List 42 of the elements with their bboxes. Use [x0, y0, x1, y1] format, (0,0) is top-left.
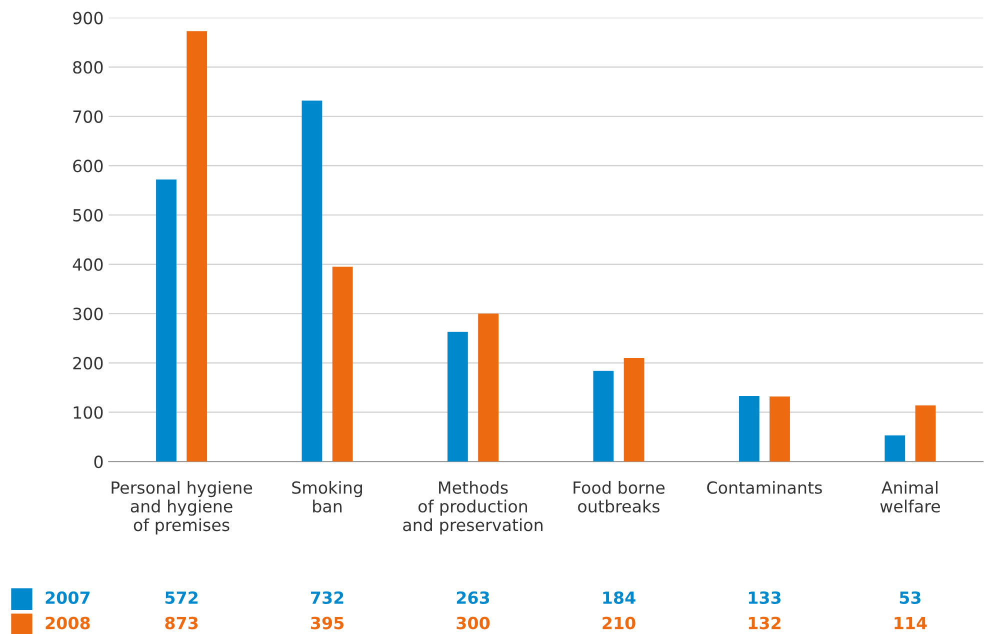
bar — [156, 179, 176, 462]
y-tick-label: 0 — [94, 456, 103, 468]
data-label: 300 — [456, 616, 490, 630]
x-tick-label: Smoking ban — [292, 480, 362, 513]
bar — [478, 314, 499, 462]
y-tick-label: 500 — [73, 208, 103, 222]
y-tick-label: 600 — [73, 160, 103, 172]
y-tick-label: 800 — [73, 61, 103, 74]
data-label: 133 — [748, 591, 781, 604]
y-tick-label: 300 — [73, 308, 103, 320]
x-tick-label: Contaminants — [707, 480, 822, 494]
data-label: 184 — [603, 591, 636, 604]
bar — [915, 405, 936, 462]
bar — [332, 266, 353, 462]
bar — [884, 435, 906, 462]
bar — [770, 396, 790, 462]
x-tick-label: Food borne outbreaks — [574, 480, 665, 513]
data-label: 873 — [165, 616, 198, 630]
data-label: 732 — [310, 591, 344, 604]
x-tick-label: Methods of production and preservation — [403, 480, 542, 534]
data-label: 210 — [602, 616, 636, 630]
data-label: 132 — [748, 616, 780, 630]
legend-label: 2008 — [46, 616, 90, 630]
bar — [593, 370, 614, 462]
y-tick-label: 700 — [73, 110, 103, 123]
x-tick-label: Animal welfare — [880, 480, 940, 513]
y-tick-label: 900 — [73, 12, 103, 24]
data-label: 263 — [456, 591, 490, 604]
y-tick-label: 100 — [74, 406, 103, 419]
bar — [738, 396, 760, 462]
data-label: 114 — [894, 616, 927, 630]
data-label: 53 — [900, 591, 920, 604]
bar — [448, 332, 468, 462]
y-tick-label: 400 — [72, 258, 103, 271]
bar — [186, 31, 208, 462]
bar — [302, 100, 322, 462]
data-label: 395 — [310, 616, 344, 630]
legend-label: 2007 — [46, 591, 90, 604]
x-tick-label: Personal hygiene and hygiene of premises — [112, 480, 252, 534]
data-label: 572 — [165, 591, 198, 604]
y-tick-label: 200 — [73, 356, 103, 370]
bar — [624, 358, 644, 462]
